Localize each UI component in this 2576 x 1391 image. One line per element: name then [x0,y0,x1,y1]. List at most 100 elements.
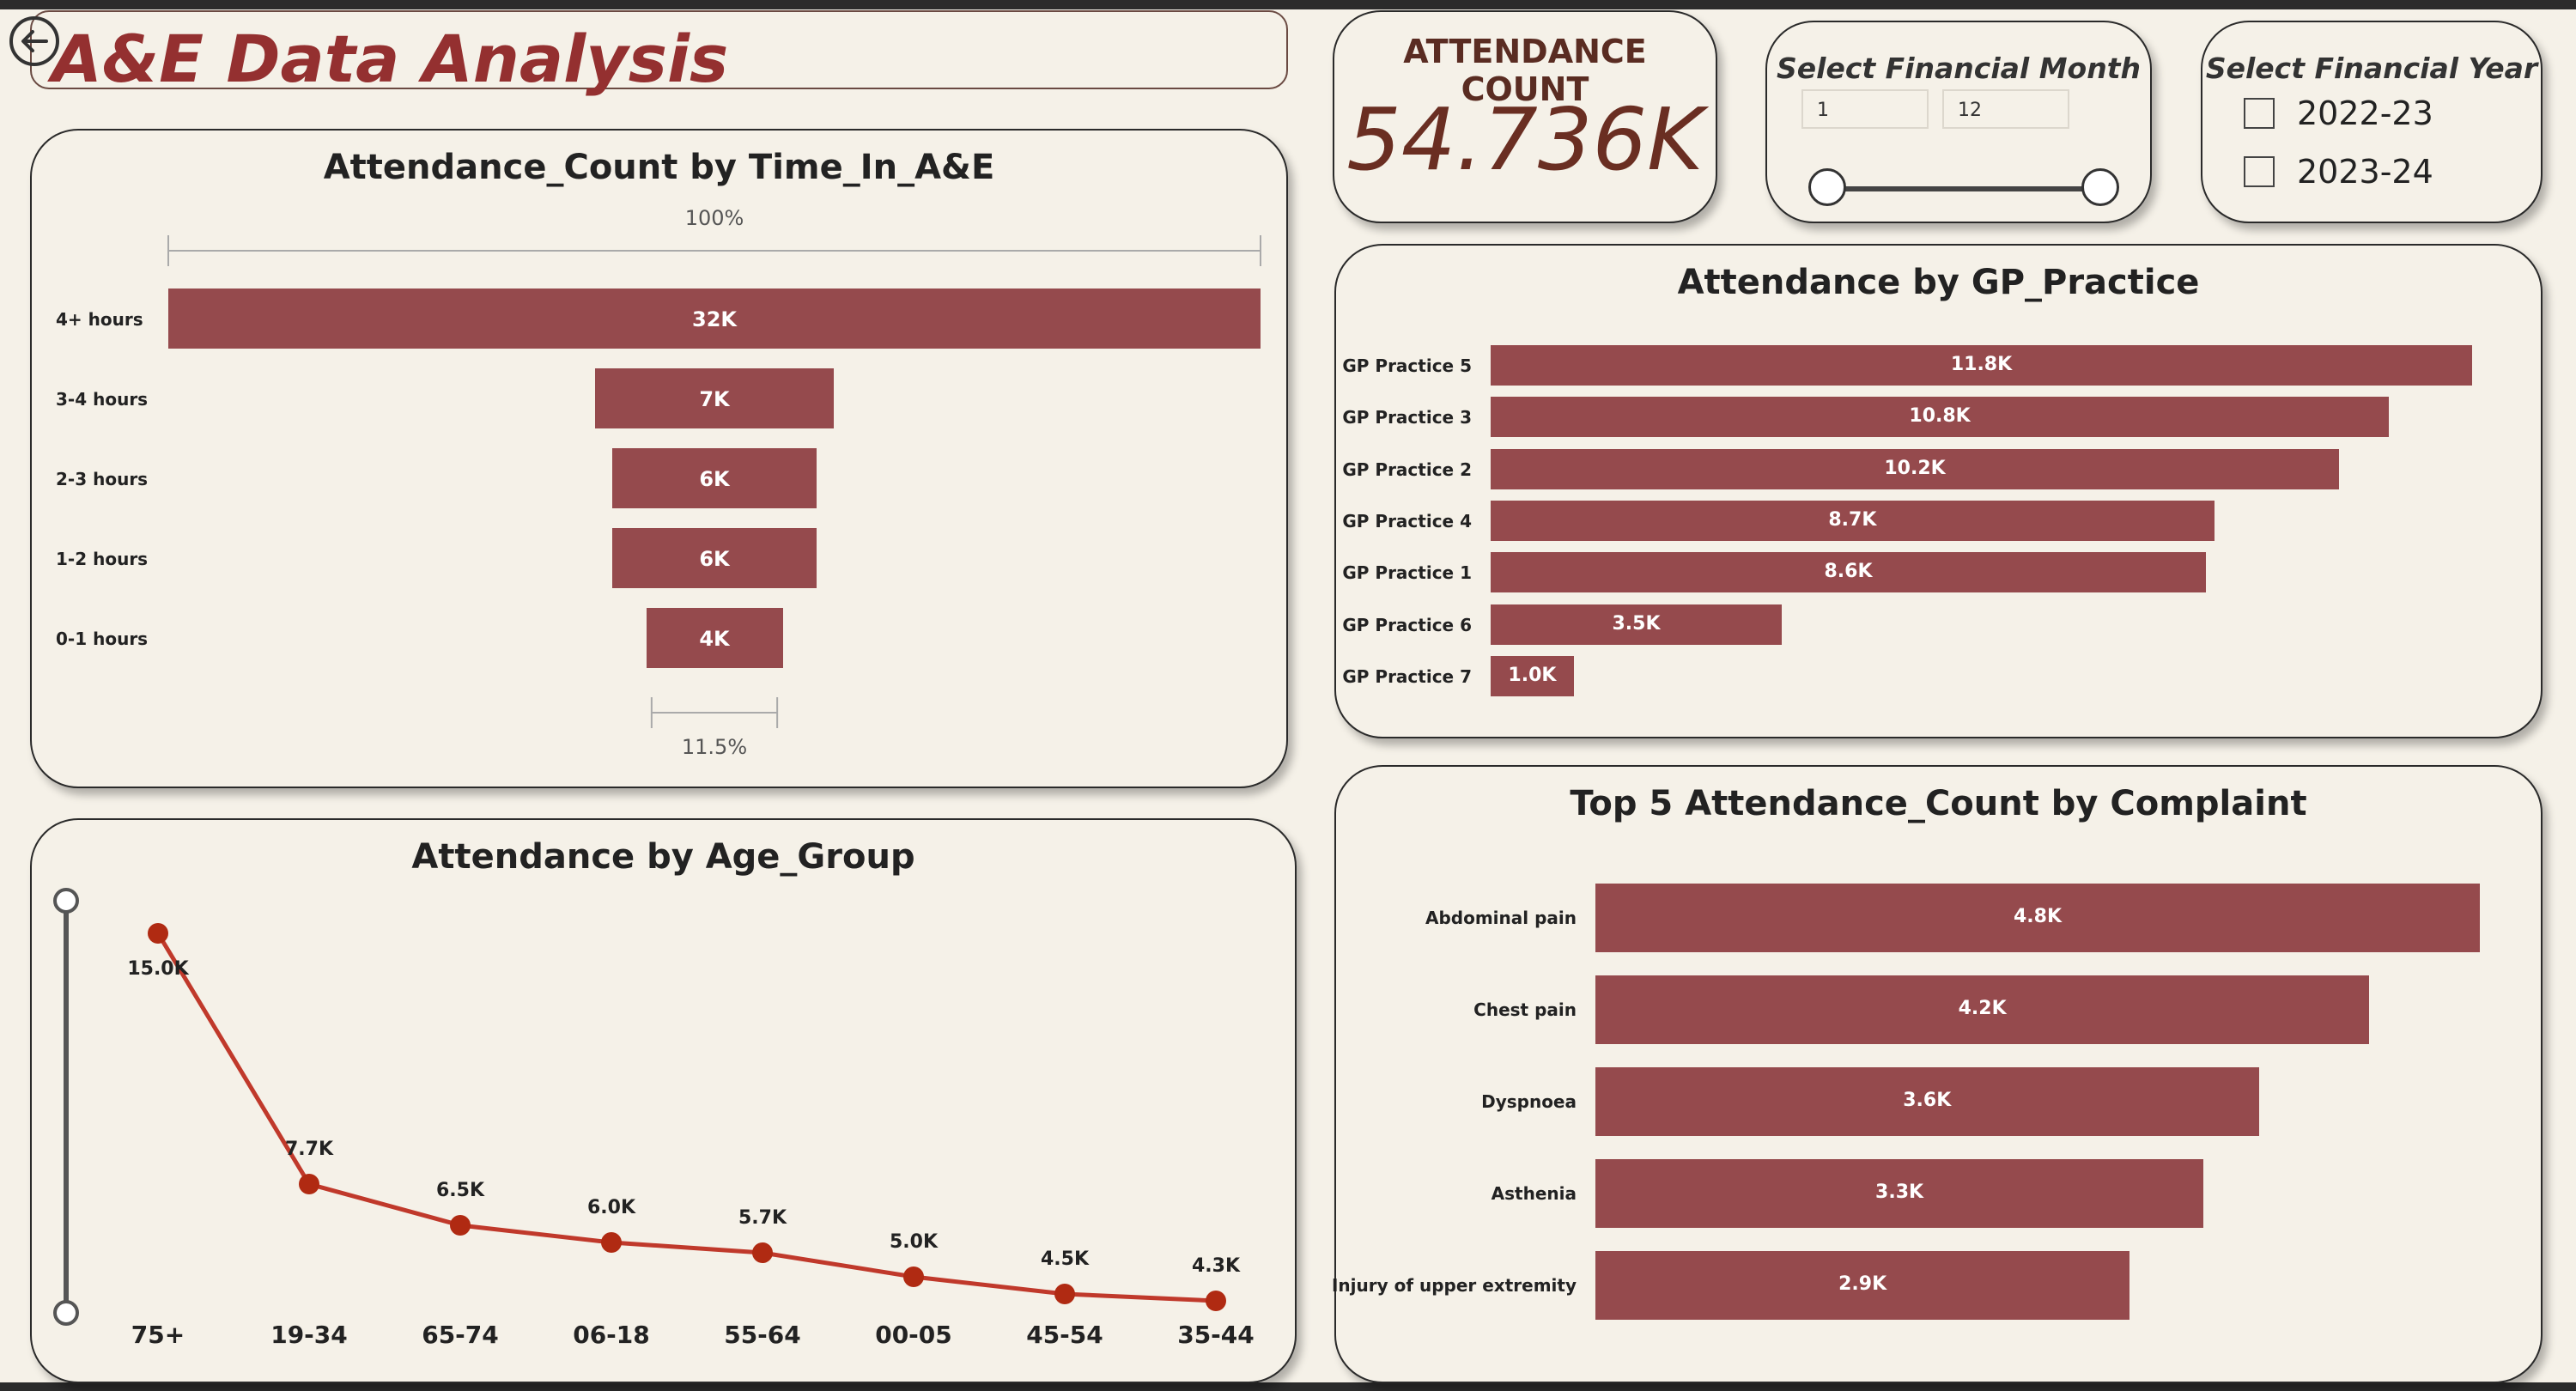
age-value-label: 5.0K [890,1231,939,1253]
time-in-ae-funnel-card: Attendance_Count by Time_In_A&E 4+ hours… [30,129,1288,788]
dashboard-title: A&E Data Analysis [52,21,729,97]
month-max-input[interactable]: 12 [1942,89,2069,129]
gp-value-label: 10.2K [1884,457,1946,479]
complaint-category-label: Asthenia [1491,1183,1577,1204]
gp-bar [1491,448,2340,489]
complaint-bar [1595,1251,2130,1320]
funnel-value-label: 6K [699,467,730,491]
age-category-label: 19-34 [270,1321,348,1349]
complaint-value-label: 2.9K [1838,1273,1887,1295]
complaint-value-label: 4.2K [1958,998,2007,1019]
funnel-chart-title: Attendance_Count by Time_In_A&E [323,148,995,187]
age-category-label: 65-74 [422,1321,499,1349]
gp-bar [1491,397,2390,438]
gp-bar [1491,500,2215,541]
age-data-point [601,1232,622,1253]
age-value-label: 4.5K [1041,1248,1090,1270]
age-value-label: 15.0K [127,958,189,980]
gp-value-label: 1.0K [1508,664,1557,686]
funnel-value-label: 32K [692,307,737,331]
month-min-input[interactable]: 1 [1801,89,1929,129]
funnel-bar [646,608,783,668]
funnel-bar [611,448,817,508]
gp-category-label: GP Practice 3 [1342,407,1472,428]
age-category-label: 75+ [131,1321,185,1349]
month-slicer-title: Select Financial Month [1777,52,2141,85]
complaint-bar [1595,1159,2204,1228]
year-option-label: 2023-24 [2297,153,2433,191]
age-category-label: 45-54 [1026,1321,1103,1349]
complaint-value-label: 4.8K [2013,906,2063,927]
complaint-chart-title: Top 5 Attendance_Count by Complaint [1570,784,2307,823]
financial-month-slicer: Select Financial Month 1 12 [1765,21,2152,223]
funnel-bar [168,289,1261,349]
gp-bar [1491,552,2207,593]
funnel-bracket-lines [167,235,1261,728]
complaint-category-label: Abdominal pain [1425,908,1577,928]
checkbox-2023-24[interactable] [2244,156,2275,187]
age-data-point [148,923,168,944]
age-group-line-chart: 15.0K 75+ 7.7K 19-34 6.5K 65-74 6.0K 06-18 5.7K 5… [53,888,1255,1349]
financial-year-slicer: Select Financial Year 2022-23 2023-24 [2201,21,2543,223]
gp-category-label: GP Practice 1 [1342,562,1472,584]
gp-value-label: 8.7K [1828,508,1877,531]
gp-value-label: 11.8K [1950,354,2013,375]
gp-bar [1491,345,2472,386]
kpi-value: 54.736K [1346,89,1704,190]
age-data-point [1054,1284,1075,1304]
age-value-label: 6.0K [587,1197,636,1218]
complaint-value-label: 3.6K [1903,1090,1952,1111]
month-slider-max-handle[interactable] [2081,168,2119,206]
month-slider-track[interactable] [1827,186,2100,191]
funnel-value-label: 7K [699,387,730,411]
gp-category-label: GP Practice 4 [1342,510,1472,531]
gp-value-label: 10.8K [1909,405,1971,428]
gp-category-label: GP Practice 2 [1342,459,1472,480]
gp-bar [1491,604,1783,645]
back-arrow-circle-icon[interactable] [7,14,62,69]
age-group-card: Attendance by Age_Group 15.0K 75+ 7.7K 19-3… [30,818,1297,1383]
funnel-bottom-percent: 11.5% [681,735,748,759]
complaint-bar [1595,1067,2259,1136]
age-value-label: 4.3K [1192,1255,1241,1277]
month-slider-min-handle[interactable] [1808,168,1846,206]
attendance-count-card: ATTENDANCE COUNT 54.736K [1333,10,1717,223]
gp-practice-card: Attendance by GP_Practice GP Practice 5 1… [1334,244,2543,738]
gp-chart-title: Attendance by GP_Practice [1677,263,2200,302]
funnel-category-label: 1-2 hours [56,549,149,569]
funnel-category-label: 3-4 hours [56,389,149,410]
gp-category-label: GP Practice 7 [1342,665,1472,687]
age-data-point [450,1215,471,1236]
age-series-line [155,932,1217,1303]
year-option-label: 2022-23 [2297,94,2433,132]
complaint-category-label: Injury of upper extremity [1331,1275,1577,1296]
funnel-brackets [167,235,1261,728]
gp-value-label: 3.5K [1612,612,1661,635]
checkbox-2022-23[interactable] [2244,98,2275,129]
age-data-point [299,1174,319,1194]
age-category-label: 35-44 [1177,1321,1255,1349]
top-window-bar [0,0,2576,9]
age-category-label: 06-18 [573,1321,650,1349]
gp-bar [1491,655,1574,696]
funnel-category-label: 2-3 hours [56,469,149,489]
gp-category-label: GP Practice 6 [1342,614,1472,635]
title-card [30,10,1288,89]
complaint-bar [1595,884,2480,952]
age-category-label: 00-05 [875,1321,952,1349]
funnel-top-percent: 100% [684,206,744,230]
age-data-point [752,1242,773,1263]
funnel-value-label: 6K [699,547,730,571]
complaint-bar [1595,975,2370,1044]
age-value-label: 5.7K [738,1207,787,1229]
range-slider-top-handle[interactable] [53,888,79,914]
kpi-title: ATTENDANCE COUNT [1403,33,1647,108]
range-slider-bottom-handle[interactable] [53,1300,79,1326]
age-value-label: 6.5K [436,1180,485,1201]
funnel-bar [611,528,817,588]
funnel-bar [594,368,835,428]
age-data-point [903,1266,924,1287]
complaint-category-label: Chest pain [1473,999,1577,1020]
complaint-value-label: 3.3K [1875,1181,1924,1203]
gp-value-label: 8.6K [1824,561,1873,583]
